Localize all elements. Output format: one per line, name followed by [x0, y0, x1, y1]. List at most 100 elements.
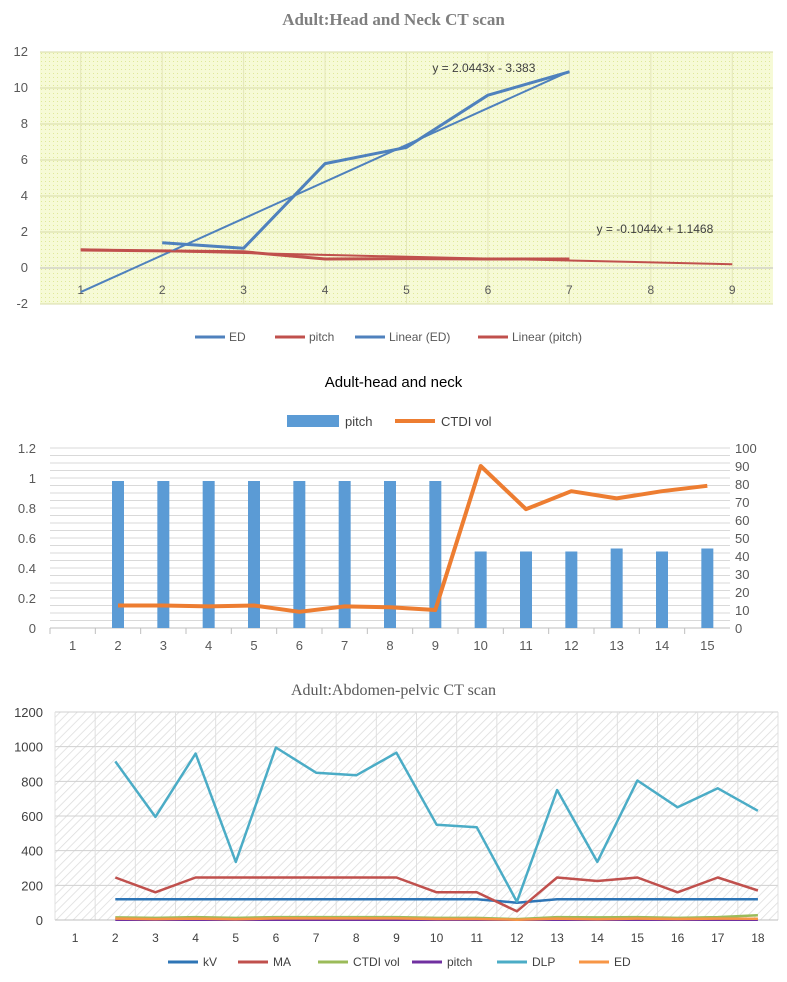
x-tick-label: 11 [471, 931, 484, 945]
x-tick-label: 9 [393, 931, 400, 945]
x-tick-label: 14 [655, 638, 669, 653]
y2-tick-label: 20 [735, 585, 749, 600]
legend-label: ED [229, 330, 246, 344]
x-tick-label: 1 [69, 638, 76, 653]
y2-tick-label: 40 [735, 549, 749, 564]
bar-pitch [157, 481, 170, 628]
x-tick-label: 16 [671, 931, 685, 945]
bar-pitch [610, 548, 623, 628]
legend-swatch [287, 415, 339, 427]
chart-abdomen-pelvic-ct: Adult:Abdomen-pelvic CT scan 0 200 400 600 8… [0, 670, 787, 982]
x-tick-label: 2 [112, 931, 119, 945]
x-tick-label: 12 [510, 931, 524, 945]
x-tick-label: 9 [729, 283, 736, 297]
y2-tick-label: 60 [735, 513, 749, 528]
x-tick-label: 8 [353, 931, 360, 945]
y-tick-label: 4 [21, 188, 28, 203]
x-tick-label: 10 [430, 931, 444, 945]
x-tick-label: 3 [240, 283, 247, 297]
x-tick-label: 7 [313, 931, 320, 945]
legend-label: MA [273, 955, 291, 969]
x-tick-label: 10 [473, 638, 487, 653]
chart-head-neck-ct: Adult:Head and Neck CT scan -2 0 2 4 6 8 10 12 1… [0, 0, 787, 360]
x-tick-label: 18 [751, 931, 765, 945]
x-tick-label: 2 [159, 283, 166, 297]
bar-pitch [429, 481, 442, 628]
y2-tick-label: 70 [735, 495, 749, 510]
x-tick-label: 7 [341, 638, 348, 653]
x-tick-label: 4 [205, 638, 212, 653]
chart-title: Adult:Head and Neck CT scan [282, 10, 505, 29]
y2-tick-label: 30 [735, 567, 749, 582]
y-tick-label: 400 [21, 844, 43, 859]
y-tick-label: 800 [21, 774, 43, 789]
combo-chart-svg: 0 0.2 0.4 0.6 0.8 1 1.2 0 10 20 30 40 50 60 70 80 90 100 1… [18, 414, 757, 653]
y-tick-label: 600 [21, 809, 43, 824]
y-tick-label: 12 [14, 44, 28, 59]
trend-equation-ed: y = 2.0443x - 3.383 [432, 61, 535, 75]
x-tick-label: 13 [609, 638, 623, 653]
trend-equation-pitch: y = -0.1044x + 1.1468 [597, 222, 714, 236]
bar-pitch [112, 481, 124, 628]
trendline-2 [80, 70, 570, 294]
x-tick-label: 3 [160, 638, 167, 653]
legend-label: kV [203, 955, 217, 969]
x-tick-label: 4 [192, 931, 199, 945]
y2-tick-label: 50 [735, 531, 749, 546]
series-line-5 [115, 917, 758, 921]
chart-head-neck-pitch-ctdi: Adult-head and neck 0 0.2 0.4 0.6 0.8 1 1.2 0 10… [0, 360, 787, 670]
x-tick-label: 1 [72, 931, 79, 945]
x-tick-label: 7 [566, 283, 573, 297]
x-tick-label: 13 [550, 931, 564, 945]
y2-tick-label: 80 [735, 477, 749, 492]
y-tick-label: -2 [16, 296, 28, 311]
legend-label: Linear (pitch) [512, 330, 582, 344]
legend-label: pitch [447, 955, 472, 969]
bar-pitch [202, 481, 215, 628]
legend-label: pitch [345, 414, 372, 429]
y-tick-label: 1.2 [18, 441, 36, 456]
y-tick-label: 2 [21, 224, 28, 239]
y-tick-label: 0 [29, 621, 36, 636]
x-tick-label: 12 [564, 638, 578, 653]
x-tick-label: 5 [403, 283, 410, 297]
bar-pitch [248, 481, 260, 628]
chart-title: Adult-head and neck [324, 374, 463, 391]
x-tick-label: 15 [631, 931, 645, 945]
y2-tick-label: 0 [735, 621, 742, 636]
bar-pitch [293, 481, 306, 628]
series-line-1 [114, 876, 759, 913]
bar-pitch [338, 481, 351, 628]
x-tick-label: 4 [322, 283, 329, 297]
x-tick-label: 8 [647, 283, 654, 297]
x-tick-label: 2 [114, 638, 121, 653]
legend-label: CTDI vol [353, 955, 400, 969]
y-tick-label: 0.4 [18, 561, 36, 576]
y-tick-label: 1200 [14, 705, 43, 720]
line-ctdi-vol [118, 464, 708, 614]
y-tick-label: 0.2 [18, 591, 36, 606]
x-tick-label: 6 [273, 931, 280, 945]
x-tick-label: 15 [700, 638, 714, 653]
legend-label: DLP [532, 955, 555, 969]
x-tick-label: 17 [711, 931, 725, 945]
x-tick-label: 3 [152, 931, 159, 945]
chart-title: Adult:Abdomen-pelvic CT scan [291, 682, 496, 699]
y2-tick-label: 100 [735, 441, 757, 456]
y-tick-label: 6 [21, 152, 28, 167]
x-tick-label: 9 [432, 638, 439, 653]
series-line-0 [115, 897, 758, 904]
y-tick-label: 8 [21, 116, 28, 131]
x-tick-label: 6 [485, 283, 492, 297]
y2-tick-label: 10 [735, 603, 749, 618]
x-tick-label: 1 [77, 283, 84, 297]
x-tick-label: 11 [519, 638, 533, 653]
legend-label: CTDI vol [441, 414, 492, 429]
bar-pitch [474, 551, 487, 628]
bar-pitch [701, 548, 714, 628]
legend-label: pitch [309, 330, 334, 344]
y-tick-label: 0.6 [18, 531, 36, 546]
series-line-0 [162, 70, 570, 250]
